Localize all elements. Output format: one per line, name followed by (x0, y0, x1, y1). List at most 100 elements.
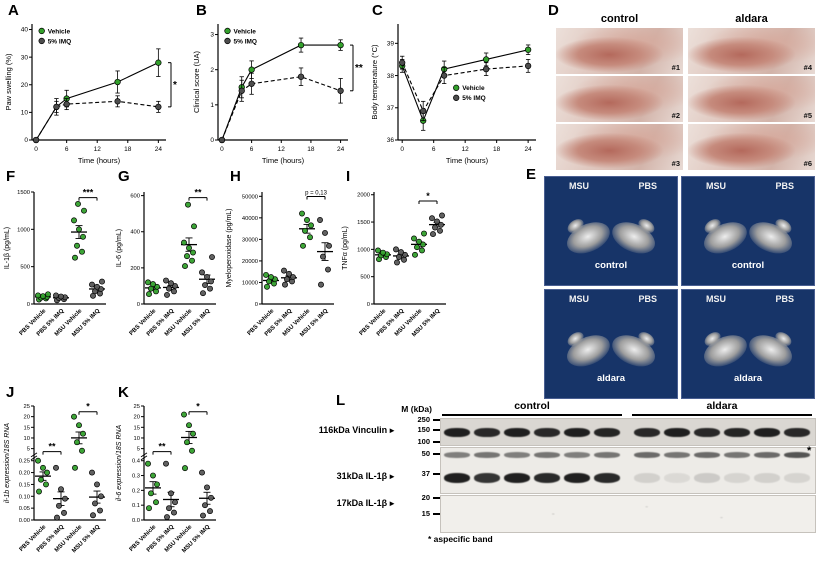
svg-text:40: 40 (21, 27, 29, 34)
svg-text:***: *** (83, 188, 94, 198)
blot-band (534, 428, 560, 437)
blot-band (474, 428, 500, 437)
blot-band (474, 473, 500, 483)
svg-text:10000: 10000 (242, 280, 258, 286)
svg-text:18: 18 (493, 146, 501, 153)
svg-text:12: 12 (462, 146, 470, 153)
photo-number-label: #2 (671, 111, 680, 120)
panel-label-j: J (6, 384, 15, 401)
panel-label-d: D (548, 2, 559, 19)
blot-band (784, 452, 810, 458)
aldara-column-header: aldara (735, 13, 768, 25)
svg-text:0: 0 (255, 302, 258, 308)
marker-tick (433, 441, 440, 443)
marker-tick (433, 453, 440, 455)
arrow-icon: ► (388, 426, 396, 435)
blot-band (754, 452, 780, 458)
scan-cell: MSU PBS aldara (544, 289, 678, 399)
band-label: 31kDa IL-1β► (336, 471, 396, 481)
blot-band (594, 473, 620, 483)
condition-caption: control (594, 260, 628, 271)
panel-label-g: G (118, 168, 130, 185)
svg-text:TNFα (pg/mL): TNFα (pg/mL) (342, 226, 349, 270)
blot-strip-cleaved-il1b (440, 495, 816, 533)
svg-text:0.1: 0.1 (132, 503, 140, 509)
svg-text:*: * (173, 80, 177, 91)
paw-photo: #2 (556, 76, 683, 122)
svg-text:**: ** (48, 442, 56, 452)
svg-text:**: ** (158, 442, 166, 452)
paw-photo: #6 (688, 124, 815, 170)
svg-text:40000: 40000 (242, 216, 258, 222)
svg-text:0: 0 (34, 146, 38, 153)
svg-text:*: * (86, 402, 90, 412)
blot-band (594, 428, 620, 437)
blot-band (564, 473, 590, 483)
svg-text:0: 0 (367, 302, 370, 308)
svg-text:10: 10 (134, 436, 140, 442)
scan-grid: MSU PBS control MSU PBS control MSU PBS aldara MS… (544, 176, 815, 399)
paw-photos-grid: #1 #2 #3 #4 #5 #6 (556, 28, 816, 170)
svg-text:18: 18 (124, 146, 132, 153)
svg-text:Body temperature (°C): Body temperature (°C) (370, 44, 379, 120)
arrow-icon: ► (388, 472, 396, 481)
svg-text:il-6 expression/18S RNA: il-6 expression/18S RNA (116, 425, 123, 502)
svg-text:2000: 2000 (357, 193, 370, 199)
paw-scan-image (567, 332, 655, 367)
il1b-expression-scatter-chart: 0.00 0.05 0.10 0.15 0.20 0.25 5 10 15 20 25 il-1b e… (4, 402, 106, 554)
blot-band (444, 452, 470, 458)
svg-text:5% IMQ: 5% IMQ (234, 38, 257, 45)
svg-text:0: 0 (137, 302, 140, 308)
svg-text:500: 500 (360, 275, 370, 281)
blot-band (754, 428, 780, 437)
photo-number-label: #6 (803, 159, 812, 168)
panel-label-f: F (6, 168, 16, 185)
svg-text:**: ** (355, 63, 363, 74)
blot-band (634, 428, 660, 437)
svg-text:36: 36 (387, 137, 395, 144)
panel-label-i: I (346, 168, 351, 185)
svg-text:30000: 30000 (242, 237, 258, 243)
svg-text:Time (hours): Time (hours) (446, 156, 489, 165)
svg-text:6: 6 (65, 146, 69, 153)
paw-photo: #1 (556, 28, 683, 74)
svg-text:5% IMQ: 5% IMQ (462, 95, 485, 102)
svg-text:il-1b expression/18S RNA: il-1b expression/18S RNA (4, 423, 11, 503)
svg-text:1: 1 (210, 102, 214, 109)
blot-band (504, 428, 530, 437)
svg-text:Vehicle: Vehicle (234, 28, 257, 35)
paw-swelling-line-chart: 0 6 12 18 24 0 10 20 30 40 Time (hours) Paw swellin… (4, 24, 177, 165)
pbs-label: PBS (775, 294, 794, 304)
photo-number-label: #1 (671, 63, 680, 72)
svg-text:Vehicle: Vehicle (462, 85, 485, 92)
svg-text:200: 200 (130, 266, 140, 272)
blot-band (694, 473, 720, 483)
photo-number-label: #4 (803, 63, 812, 72)
condition-caption: aldara (734, 373, 762, 384)
svg-text:*: * (196, 402, 200, 412)
blot-band (564, 452, 590, 458)
msu-label: MSU (569, 181, 589, 191)
panel-label-e: E (526, 166, 537, 183)
blot-band (784, 428, 810, 437)
panel-label-a: A (8, 2, 19, 19)
msu-label: MSU (569, 294, 589, 304)
marker-kda-label: 100 (417, 437, 430, 446)
svg-text:IL-6 (pg/mL): IL-6 (pg/mL) (116, 229, 123, 267)
marker-tick (433, 419, 440, 421)
pbs-label: PBS (638, 181, 657, 191)
blot-note: * aspecific band (428, 534, 493, 544)
svg-text:20: 20 (24, 415, 30, 421)
blot-band (564, 428, 590, 437)
blot-band (504, 473, 530, 483)
svg-text:400: 400 (130, 230, 140, 236)
svg-text:1500: 1500 (17, 190, 30, 196)
western-blot-panel: L M (kDa) control aldara * * aspecific b… (228, 392, 816, 578)
svg-text:20: 20 (21, 82, 29, 89)
svg-text:10: 10 (21, 110, 29, 117)
pbs-label: PBS (775, 181, 794, 191)
svg-text:5: 5 (137, 447, 140, 453)
blot-band (664, 452, 690, 458)
